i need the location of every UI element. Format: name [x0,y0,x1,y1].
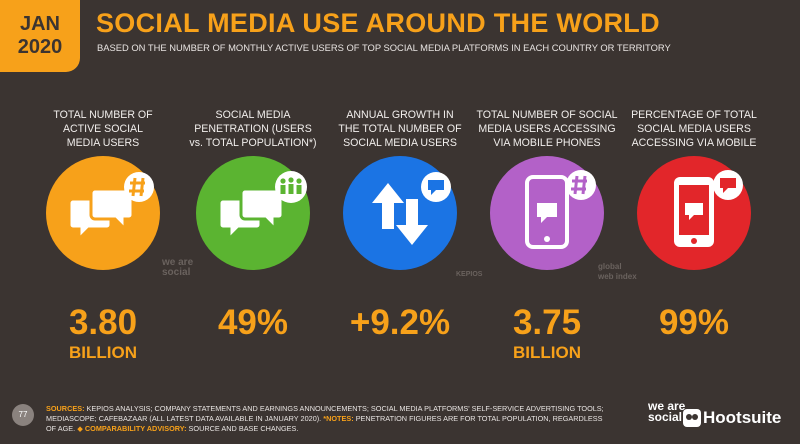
metric-value: 99% [658,303,730,342]
metric-unit: BILLION [513,343,581,362]
label-line: PERCENTAGE OF TOTAL [631,109,757,121]
label-line: TOTAL NUMBER OF SOCIAL [476,109,618,121]
icon-growth [343,156,457,270]
label-line: ACCESSING VIA MOBILE [631,137,757,149]
subtitle: BASED ON THE NUMBER OF MONTHLY ACTIVE US… [97,42,671,53]
metric-value: 49% [217,303,289,342]
date-year: 2020 [17,36,63,58]
label-line: THE TOTAL NUMBER OF [338,123,462,135]
label-line: PENETRATION (USERS [194,123,312,135]
label-line: vs. TOTAL POPULATION*) [189,137,317,149]
metric-label: ANNUAL GROWTH IN THE TOTAL NUMBER OF SOCIA… [320,108,480,150]
watermark: KEPIOS [456,271,483,278]
label-line: ANNUAL GROWTH IN [346,109,454,121]
notes: PENETRATION FIGURES ARE FOR TOTAL POPULA… [46,414,603,433]
label-line: MEDIA USERS ACCESSING [478,123,616,135]
label-line: SOCIAL MEDIA [215,109,291,121]
advisory-icon: ◆ [77,424,83,433]
metric-value: 3.75 [512,303,582,342]
label-line: SOCIAL MEDIA USERS [637,123,751,135]
date-tab: JAN 2020 [0,0,80,72]
metric-label: SOCIAL MEDIA PENETRATION (USERS vs. TOTAL … [173,108,333,150]
sources-label: SOURCES: [46,404,85,413]
metric-value: +9.2% [349,303,451,342]
sources: KEPIOS ANALYSIS; COMPANY STATEMENTS AND … [46,404,604,423]
icon-mobile-users [490,156,604,270]
icon-mobile-share [637,156,751,270]
date-month: JAN [19,13,60,35]
title: SOCIAL MEDIA USE AROUND THE WORLD [96,8,660,38]
label-line: ACTIVE SOCIAL [62,123,144,135]
watermark: global web index [598,262,637,281]
page-number: 77 [12,404,34,426]
label-line: MEDIA USERS [66,137,140,149]
brand-logo: we are social [648,399,686,424]
label-line: TOTAL NUMBER OF [53,109,153,121]
icon-users [46,156,160,270]
footer-text: SOURCES: KEPIOS ANALYSIS; COMPANY STATEM… [46,404,606,434]
metric-value: 3.80 [68,303,138,342]
metric-label: TOTAL NUMBER OF SOCIAL MEDIA USERS ACCESS… [467,108,627,150]
metric-label: TOTAL NUMBER OF ACTIVE SOCIAL MEDIA USERS [23,108,183,150]
owl-icon [683,409,701,427]
metric-unit: BILLION [69,343,137,362]
brand-logo: Hootsuite [703,408,782,427]
watermark: we are social [162,257,194,278]
metric-label: PERCENTAGE OF TOTAL SOCIAL MEDIA USERS ACC… [614,108,774,150]
notes-label: *NOTES: [323,414,354,423]
advisory: SOURCE AND BASE CHANGES. [188,424,299,433]
label-line: SOCIAL MEDIA USERS [343,137,457,149]
advisory-label: COMPARABILITY ADVISORY: [84,424,187,433]
label-line: VIA MOBILE PHONES [493,137,601,149]
icon-penetration [196,156,310,270]
